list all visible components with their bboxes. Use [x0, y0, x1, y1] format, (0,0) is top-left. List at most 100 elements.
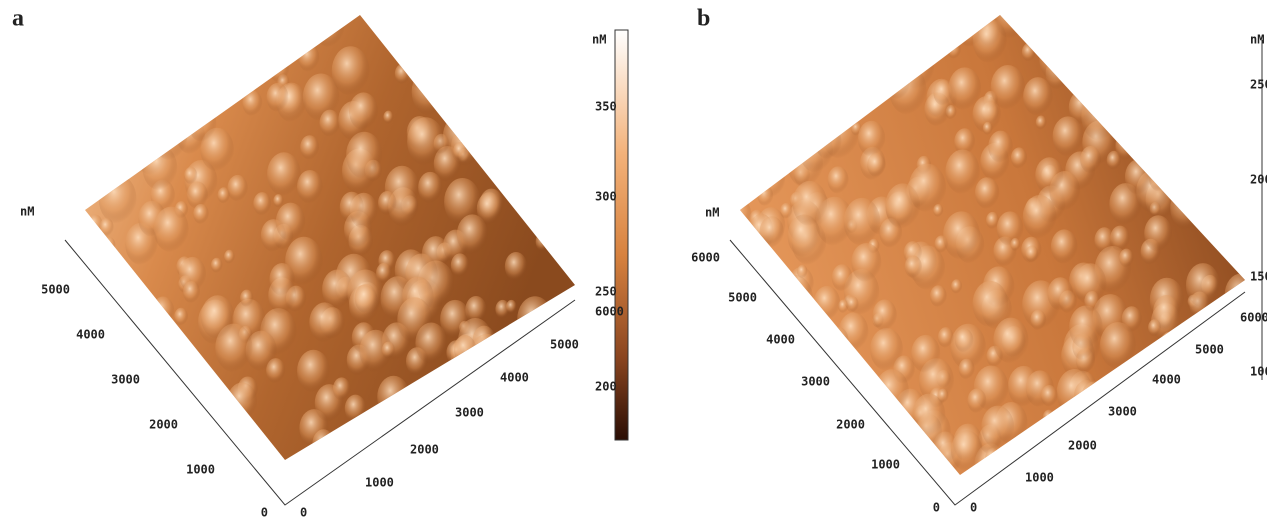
surface-bump [1047, 277, 1074, 311]
surface-bump [981, 405, 1015, 449]
surface-bump [411, 68, 449, 116]
surface-bump [814, 124, 842, 160]
surface-bump [344, 394, 367, 423]
surface-bump [215, 15, 252, 50]
colorbar-unit: nM [1250, 33, 1264, 47]
surface-bump [1196, 177, 1231, 222]
surface-bump [99, 217, 114, 237]
surface-bump [1140, 26, 1172, 68]
surface-bump [116, 71, 146, 109]
surface-bump [1128, 87, 1156, 122]
axis-tick-label: 4000 [76, 328, 105, 342]
surface-bump [749, 403, 763, 421]
surface-bump [972, 18, 1007, 63]
surface-bump [386, 15, 400, 29]
surface-bump [498, 405, 518, 430]
surface-bump [759, 275, 792, 317]
surface-bump [954, 328, 974, 353]
surface-bump [147, 90, 174, 124]
surface-bump [204, 428, 218, 445]
surface-bump [191, 362, 207, 383]
surface-bump [98, 174, 137, 224]
surface-bump [456, 214, 488, 255]
surface-bump [827, 326, 849, 354]
surface-bump [381, 341, 395, 359]
surface-bump [740, 375, 752, 399]
surface-bump [296, 169, 323, 204]
surface-bump [1230, 114, 1245, 147]
surface-bump [148, 85, 185, 132]
surface-bump [142, 41, 154, 57]
surface-bump [945, 149, 980, 195]
surface-bump [227, 174, 248, 202]
surface-bump [1188, 393, 1201, 409]
surface-bump [444, 15, 472, 38]
surface-bump [485, 435, 520, 460]
surface-bump [116, 405, 149, 448]
surface-bump [571, 98, 575, 113]
axis-tick-label: 2000 [149, 418, 178, 432]
surface-bump [929, 285, 947, 308]
surface-bump [97, 70, 135, 119]
surface-bump [798, 393, 819, 421]
surface-bump [542, 347, 573, 388]
surface-bump [539, 15, 575, 63]
surface-bump [788, 452, 804, 474]
surface-bump [1021, 43, 1036, 62]
surface-bump [1110, 225, 1130, 252]
surface-bump [1185, 263, 1221, 308]
surface-bump [331, 46, 370, 96]
surface-bump [1209, 433, 1245, 475]
surface-bump [757, 185, 774, 206]
axis-tick-label: 2000 [1068, 439, 1097, 453]
colorbar-tick-label: 150 [1250, 270, 1267, 284]
surface-bump [240, 289, 254, 307]
axis-tick-label: 5000 [41, 283, 70, 297]
surface-bump [1124, 159, 1153, 195]
surface-bump [872, 299, 897, 332]
surface-bump [851, 242, 882, 283]
surface-bump [827, 166, 849, 194]
surface-bump [1203, 363, 1216, 380]
surface-bump [339, 191, 364, 224]
surface-bump [200, 295, 235, 339]
surface-bump [119, 99, 153, 143]
surface-bump [269, 262, 295, 296]
surface-bump [473, 15, 507, 58]
surface-bump [266, 82, 289, 112]
surface-bump [427, 67, 455, 103]
surface-bump [1069, 305, 1103, 350]
surface-bump [476, 192, 502, 225]
axis-tick-label: 6000 [1240, 311, 1267, 325]
surface-bump [1193, 15, 1223, 46]
surface-bump [491, 75, 527, 122]
surface-bump [1192, 191, 1207, 210]
surface-bump [1119, 248, 1134, 268]
surface-bump [904, 255, 923, 279]
surface-bump [740, 59, 756, 95]
surface-bump [149, 21, 182, 64]
surface-bump [1022, 194, 1057, 239]
surface-bump [948, 67, 982, 111]
surface-bump [1178, 98, 1209, 137]
surface-bump [444, 177, 481, 226]
surface-bump [1099, 322, 1136, 369]
surface-bump [153, 115, 188, 161]
surface-bump [285, 236, 323, 286]
surface-bump [450, 253, 470, 278]
surface-bump [769, 402, 803, 445]
surface-bump [535, 232, 550, 252]
surface-bump [851, 28, 866, 48]
surface-bump [275, 202, 306, 241]
surface-bump [1148, 319, 1162, 337]
z-unit: nM [705, 206, 719, 220]
surface-bump [108, 135, 131, 164]
axis-tick-label: 0 [933, 501, 940, 515]
surface-bump [199, 40, 210, 54]
surface-bump [988, 130, 1013, 163]
surface-bump [1062, 46, 1080, 69]
surface-bump [870, 327, 903, 371]
surface-bump [908, 163, 947, 213]
surface-bump [1080, 146, 1102, 174]
